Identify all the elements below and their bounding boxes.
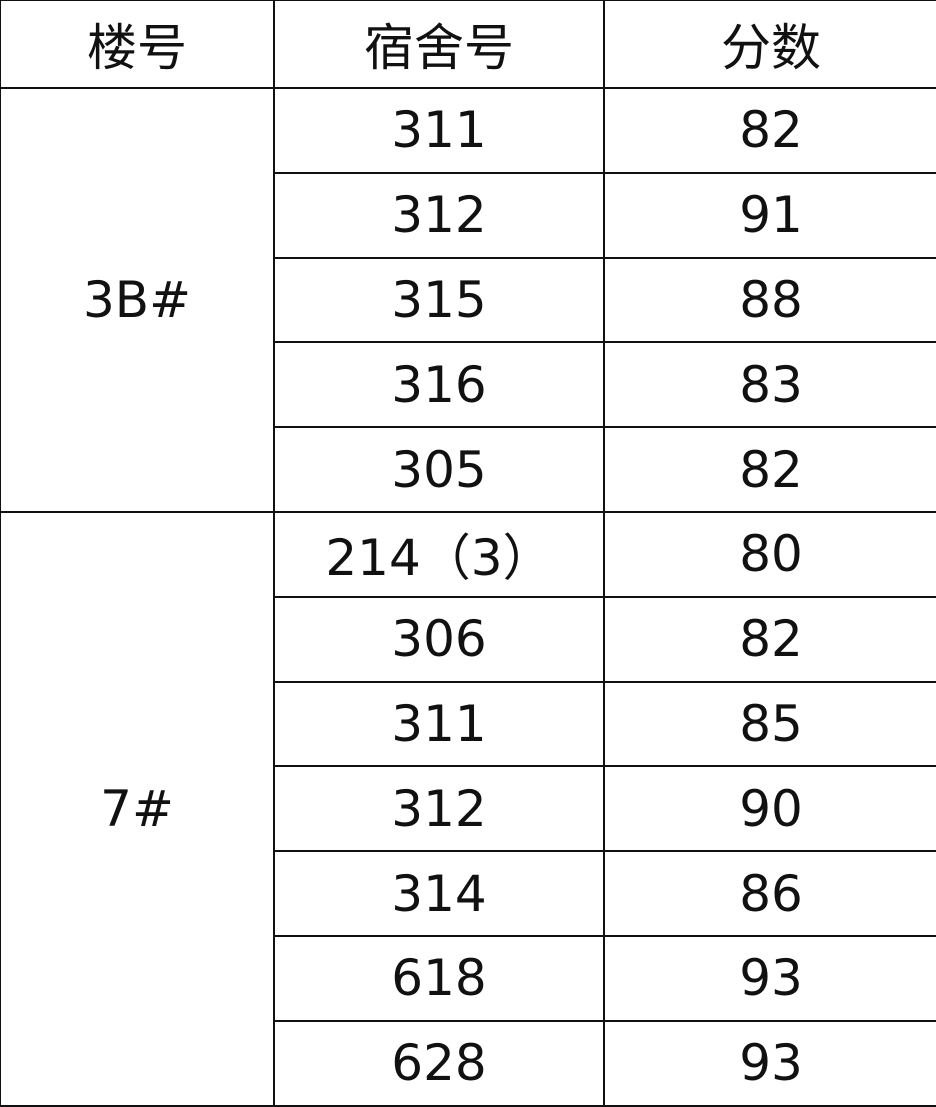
room-cell: 311 <box>273 680 605 768</box>
room-cell: 316 <box>273 341 605 429</box>
table-row: 618 93 <box>0 934 936 1022</box>
room-cell: 305 <box>273 426 605 513</box>
table-row: 628 93 <box>0 1019 936 1107</box>
score-cell: 90 <box>603 765 936 853</box>
score-cell: 82 <box>603 87 936 174</box>
table-row: 305 82 <box>0 426 936 513</box>
score-cell: 93 <box>603 934 936 1022</box>
room-cell: 312 <box>273 171 605 259</box>
table-row: 306 82 <box>0 595 936 683</box>
header-building: 楼号 <box>0 0 275 89</box>
score-cell: 93 <box>603 1019 936 1107</box>
room-cell: 214（3） <box>273 510 605 598</box>
table-row: 3B# 311 82 <box>0 87 936 513</box>
table-row: 311 85 <box>0 680 936 768</box>
header-room: 宿舍号 <box>273 0 605 89</box>
score-cell: 91 <box>603 171 936 259</box>
room-cell: 618 <box>273 934 605 1022</box>
room-cell: 312 <box>273 765 605 853</box>
room-cell: 306 <box>273 595 605 683</box>
table-row: 315 88 <box>0 256 936 344</box>
table-row: 312 91 <box>0 171 936 259</box>
building-cell: 7# <box>0 510 275 1107</box>
score-cell: 85 <box>603 680 936 768</box>
score-cell: 80 <box>603 510 936 598</box>
score-cell: 88 <box>603 256 936 344</box>
table-row: 7# 214（3） 80 <box>0 510 936 1107</box>
table-row: 314 86 <box>0 850 936 937</box>
room-cell: 315 <box>273 256 605 344</box>
score-cell: 86 <box>603 850 936 937</box>
table-row: 312 90 <box>0 765 936 853</box>
header-row: 楼号 宿舍号 分数 <box>0 0 936 89</box>
score-cell: 82 <box>603 595 936 683</box>
table-row: 316 83 <box>0 341 936 429</box>
room-cell: 311 <box>273 87 605 174</box>
score-cell: 83 <box>603 341 936 429</box>
room-cell: 314 <box>273 850 605 937</box>
header-score: 分数 <box>603 0 936 89</box>
building-cell: 3B# <box>0 87 275 513</box>
room-cell: 628 <box>273 1019 605 1107</box>
score-cell: 82 <box>603 426 936 513</box>
